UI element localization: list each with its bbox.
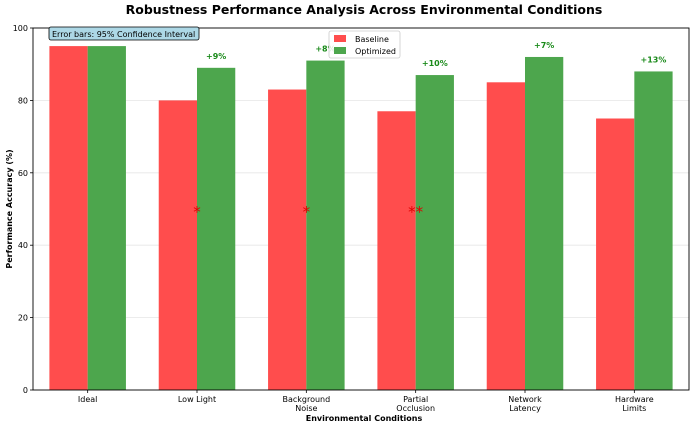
bar-baseline — [158, 100, 197, 391]
x-tick-label: Network — [508, 395, 542, 404]
bar-optimized — [634, 71, 673, 390]
bar-baseline — [596, 118, 635, 390]
legend-label-optimized: Optimized — [355, 47, 396, 56]
bar-optimized — [415, 75, 454, 390]
bar-baseline — [486, 82, 525, 391]
legend-swatch-baseline — [334, 35, 346, 42]
bar-optimized — [306, 60, 345, 391]
error-bar-note-box — [48, 26, 200, 41]
y-tick-label: 100 — [13, 24, 28, 33]
x-axis-label: Environmental Conditions — [306, 414, 423, 423]
x-tick-label: Background — [282, 395, 330, 404]
bar-baseline — [49, 46, 88, 390]
x-tick-label: Low Light — [178, 395, 216, 404]
legend-swatch-optimized — [334, 47, 346, 54]
bar-baseline — [268, 89, 307, 390]
improvement-label: +9% — [206, 52, 226, 61]
error-bar-note: Error bars: 95% Confidence Interval — [48, 26, 200, 41]
bar-optimized — [87, 46, 126, 390]
y-tick-label: 40 — [18, 241, 28, 250]
bar-optimized — [197, 67, 236, 390]
bar-baseline — [377, 111, 416, 390]
significance-marker: * — [193, 203, 201, 221]
axes — [32, 27, 690, 391]
x-tick-label: Limits — [622, 404, 646, 413]
y-tick-label: 20 — [18, 314, 28, 323]
bar-optimized — [525, 56, 564, 391]
bars — [49, 46, 673, 391]
y-tick-label: 0 — [23, 386, 28, 395]
chart-title: Robustness Performance Analysis Across E… — [126, 2, 603, 17]
error-bar-note-text: Error bars: 95% Confidence Interval — [52, 30, 195, 39]
plot-frame — [32, 27, 690, 391]
significance-marker: * — [303, 203, 311, 221]
improvement-label: +7% — [534, 41, 554, 50]
x-tick-label: Ideal — [78, 395, 97, 404]
significance-marker: ** — [408, 203, 424, 221]
improvement-label: +8% — [315, 45, 335, 54]
legend: Baseline Optimized — [328, 30, 401, 59]
annotations: +9% * +8% * +10% ** +7% +13% — [193, 41, 666, 221]
x-tick-label: Hardware — [615, 395, 654, 404]
improvement-label: +13% — [641, 55, 667, 64]
y-axis-label: Performance Accuracy (%) — [5, 149, 14, 268]
legend-label-baseline: Baseline — [355, 35, 389, 44]
improvement-label: +10% — [422, 59, 448, 68]
x-tick-label: Latency — [509, 404, 541, 413]
y-tick-label: 80 — [18, 96, 28, 105]
x-tick-label: Partial — [403, 395, 428, 404]
x-tick-label: Occlusion — [396, 404, 435, 413]
grid — [33, 27, 689, 391]
x-tick-label: Noise — [295, 404, 317, 413]
y-tick-label: 60 — [18, 169, 28, 178]
legend-frame — [328, 30, 401, 59]
ticks: 0 20 40 60 80 100 Ideal Low Light BackgroundNois… — [13, 24, 654, 413]
